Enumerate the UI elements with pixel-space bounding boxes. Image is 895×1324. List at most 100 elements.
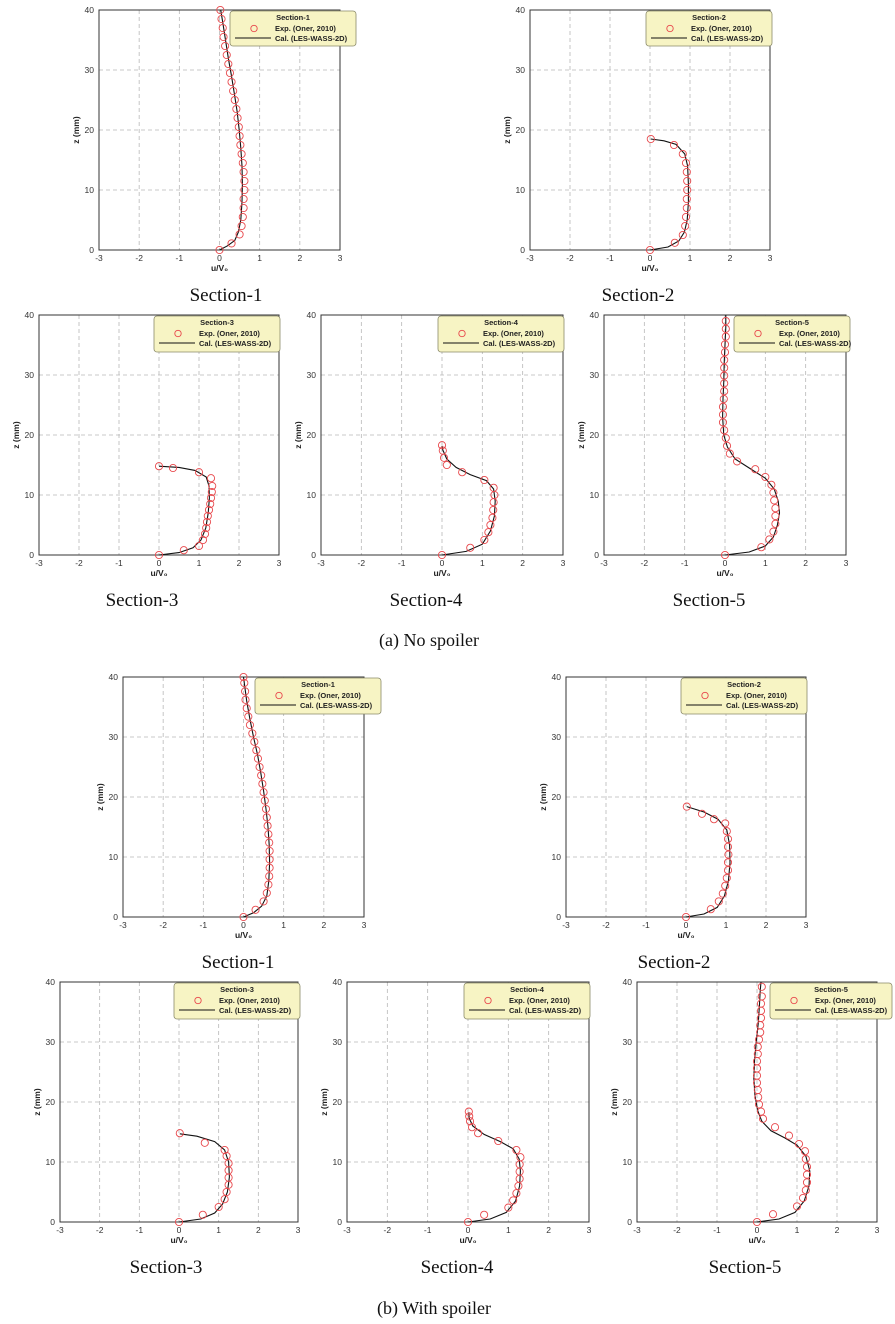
data-point-exp xyxy=(794,1139,804,1149)
data-point-exp xyxy=(719,394,728,404)
y-axis-label: z (mm) xyxy=(71,116,81,144)
x-tick-label: -2 xyxy=(96,1225,104,1235)
y-tick-label: 20 xyxy=(85,125,95,135)
data-point-exp xyxy=(465,1112,474,1121)
data-point-exp xyxy=(264,830,273,839)
data-point-exp xyxy=(265,838,274,847)
series-line-cal xyxy=(219,9,243,251)
data-point-exp xyxy=(168,463,178,473)
data-point-exp xyxy=(751,465,760,474)
x-tick-label: 0 xyxy=(241,920,246,930)
data-point-exp xyxy=(467,1123,477,1132)
x-tick-label: 3 xyxy=(844,558,849,568)
data-point-exp xyxy=(752,1217,762,1227)
section-caption: Section-1 xyxy=(190,285,263,306)
data-point-exp xyxy=(718,418,728,427)
data-point-exp xyxy=(720,426,729,435)
y-tick-label: 30 xyxy=(333,1037,343,1047)
data-point-exp xyxy=(515,1167,524,1176)
x-tick-label: 0 xyxy=(217,253,222,263)
data-point-exp xyxy=(683,185,692,195)
x-tick-label: 3 xyxy=(338,253,343,263)
legend-marker-exp xyxy=(250,24,258,33)
legend: Section-4 Exp. (Oner, 2010)Cal. (LES-WASS… xyxy=(437,315,565,353)
data-point-exp xyxy=(230,95,239,105)
y-axis-label: z (mm) xyxy=(11,421,21,449)
data-point-exp xyxy=(259,788,268,797)
data-point-exp xyxy=(765,535,774,544)
data-point-exp xyxy=(756,1107,766,1116)
data-point-exp xyxy=(722,441,732,450)
legend-marker-exp xyxy=(754,329,762,338)
data-point-exp xyxy=(206,493,216,503)
data-point-exp xyxy=(802,1162,812,1171)
section-caption: Section-4 xyxy=(421,1257,494,1278)
x-axis-label: u/V₀ xyxy=(641,263,658,273)
legend-marker-exp xyxy=(194,996,202,1005)
data-point-exp xyxy=(239,167,248,177)
x-tick-label: -2 xyxy=(641,558,649,568)
group-caption-with-spoiler: (b) With spoiler xyxy=(377,1298,491,1319)
data-point-exp xyxy=(721,332,730,341)
x-tick-label: 3 xyxy=(875,1225,880,1235)
x-axis-label: u/V₀ xyxy=(433,568,450,578)
data-point-exp xyxy=(235,230,244,239)
x-tick-label: 2 xyxy=(546,1225,551,1235)
data-point-exp xyxy=(204,505,214,515)
section-caption: Section-2 xyxy=(602,285,675,306)
legend: Section-4 Exp. (Oner, 2010)Cal. (LES-WASS… xyxy=(463,982,591,1020)
data-point-exp xyxy=(800,1147,810,1156)
series-line-cal xyxy=(467,1112,521,1223)
y-tick-label: 30 xyxy=(85,65,95,75)
data-point-exp xyxy=(222,50,231,60)
data-point-exp xyxy=(645,245,655,255)
data-point-exp xyxy=(516,1153,525,1162)
section-caption: Section-5 xyxy=(709,1257,782,1278)
data-point-exp xyxy=(474,1129,483,1138)
data-point-exp xyxy=(265,872,274,881)
data-point-exp xyxy=(724,850,733,859)
data-point-exp xyxy=(489,505,498,515)
data-point-exp xyxy=(464,1107,473,1116)
data-point-exp xyxy=(770,1123,780,1132)
legend-label-cal: Cal. (LES-WASS-2D) xyxy=(199,339,272,348)
data-point-exp xyxy=(706,905,715,914)
x-tick-label: -3 xyxy=(600,558,608,568)
data-point-exp xyxy=(154,462,164,471)
data-point-exp xyxy=(792,1202,802,1211)
legend-label-cal: Cal. (LES-WASS-2D) xyxy=(815,1006,888,1015)
data-point-exp xyxy=(723,842,733,851)
y-tick-label: 40 xyxy=(109,672,119,682)
data-point-exp xyxy=(222,1151,231,1161)
data-point-exp xyxy=(258,779,267,788)
legend-marker-exp xyxy=(275,691,283,700)
legend-label-cal: Cal. (LES-WASS-2D) xyxy=(726,701,799,710)
x-axis-label: u/V₀ xyxy=(235,930,252,940)
data-point-exp xyxy=(723,866,733,875)
data-point-exp xyxy=(237,221,246,231)
series-line-cal xyxy=(649,138,689,251)
data-point-exp xyxy=(225,68,234,78)
y-tick-label: 10 xyxy=(25,490,35,500)
x-tick-label: -1 xyxy=(115,558,123,568)
data-point-exp xyxy=(222,1187,231,1197)
y-tick-label: 10 xyxy=(46,1157,56,1167)
x-tick-label: -2 xyxy=(358,558,366,568)
legend-box xyxy=(229,10,357,47)
data-point-exp xyxy=(198,535,208,545)
data-point-exp xyxy=(494,1136,503,1146)
data-point-exp xyxy=(768,1210,778,1219)
data-point-exp xyxy=(216,5,225,15)
x-tick-label: -3 xyxy=(526,253,534,263)
y-tick-label: 10 xyxy=(590,490,600,500)
y-tick-label: 30 xyxy=(25,370,35,380)
x-tick-label: 1 xyxy=(763,558,768,568)
data-point-exp xyxy=(683,176,692,186)
legend-title: Section-3 xyxy=(220,985,254,994)
data-point-exp xyxy=(238,158,247,168)
data-point-exp xyxy=(200,1138,209,1147)
legend-marker-exp xyxy=(790,996,798,1005)
x-tick-label: -2 xyxy=(673,1225,681,1235)
x-tick-label: 1 xyxy=(281,920,286,930)
